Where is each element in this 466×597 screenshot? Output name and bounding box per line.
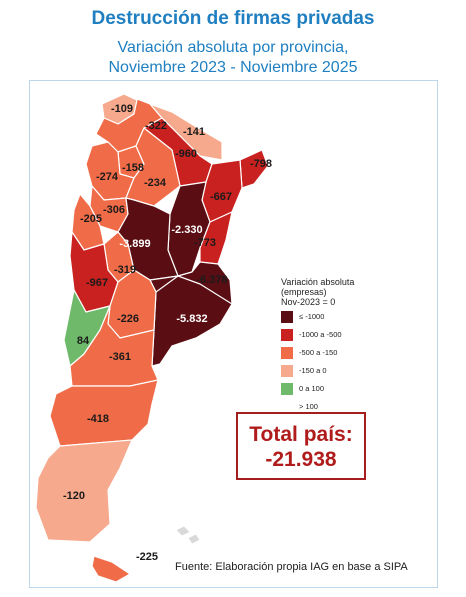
legend-swatch [281,364,293,377]
legend-swatch [281,382,293,395]
label-misiones: -798 [249,158,273,170]
legend-label: > 100 [299,402,318,411]
legend-swatch [281,328,293,341]
label-rio-negro: -361 [108,351,132,363]
total-value: -21.938 [265,448,337,471]
legend-label: ≤ -1000 [299,312,325,321]
map-subtitle-line2: Noviembre 2023 - Noviembre 2025 [108,59,358,76]
legend-item: ≤ -1000 [281,308,391,325]
legend-title-line3: Nov-2023 = 0 [281,297,336,307]
label-buenos-aires: -6.378 [196,274,228,286]
legend-swatch [281,310,293,323]
label-chubut: -418 [86,413,110,425]
map-subtitle-line1: Variación absoluta por provincia, [117,39,349,56]
label-la-pampa: -226 [116,313,140,325]
label-san-juan: -205 [79,213,103,225]
label-chaco: -960 [174,148,198,160]
legend-swatch [281,346,293,359]
map-legend: Variación absoluta (empresas) Nov-2023 =… [281,277,391,415]
label-caba: -5.832 [176,313,208,325]
label-neuquen: 84 [76,335,90,347]
province-chubut [49,379,159,447]
legend-title-line1: Variación absoluta [281,277,355,287]
legend-item: -500 a -150 [281,344,391,361]
province-tierra-del-fuego [91,555,131,583]
label-entre-rios: -773 [193,237,217,249]
legend-label: -150 a 0 [299,366,327,375]
map-frame [29,80,438,588]
label-san-luis: -319 [113,264,137,276]
legend-items: ≤ -1000 -1000 a -500 -500 a -150 -150 a 0 0 … [281,308,391,415]
legend-title-line2: (empresas) [281,287,327,297]
label-santa-fe: -2.330 [171,224,203,236]
label-jujuy: -109 [110,103,134,115]
legend-item: -1000 a -500 [281,326,391,343]
label-la-rioja: -306 [102,204,126,216]
legend-item: > 100 [281,398,391,415]
label-santa-cruz: -120 [62,490,86,502]
label-catamarca: -274 [95,171,119,183]
label-santiago-del-estero: -234 [143,177,167,189]
islands-shape [175,525,191,537]
label-salta: -322 [144,120,168,132]
total-label: Total país: [249,423,353,446]
label-cordoba: -3.899 [119,238,151,250]
province-rio-negro [69,305,159,387]
legend-item: 0 a 100 [281,380,391,397]
label-corrientes: -667 [209,191,233,203]
legend-label: -500 a -150 [299,348,338,357]
legend-swatch [281,401,293,413]
legend-label: 0 a 100 [299,384,325,393]
legend-label: -1000 a -500 [299,330,342,339]
total-box: Total país: -21.938 [236,412,366,480]
label-tucuman: -158 [121,162,145,174]
label-tierra-del-fuego: -225 [135,551,159,563]
label-formosa: -141 [182,126,206,138]
source-note: Fuente: Elaboración propia IAG en base a… [175,561,408,573]
islands-shape [187,533,201,545]
map-title: Destrucción de firmas privadas [91,8,375,29]
label-mendoza: -967 [85,277,109,289]
province-santa-cruz [35,439,133,543]
legend-item: -150 a 0 [281,362,391,379]
